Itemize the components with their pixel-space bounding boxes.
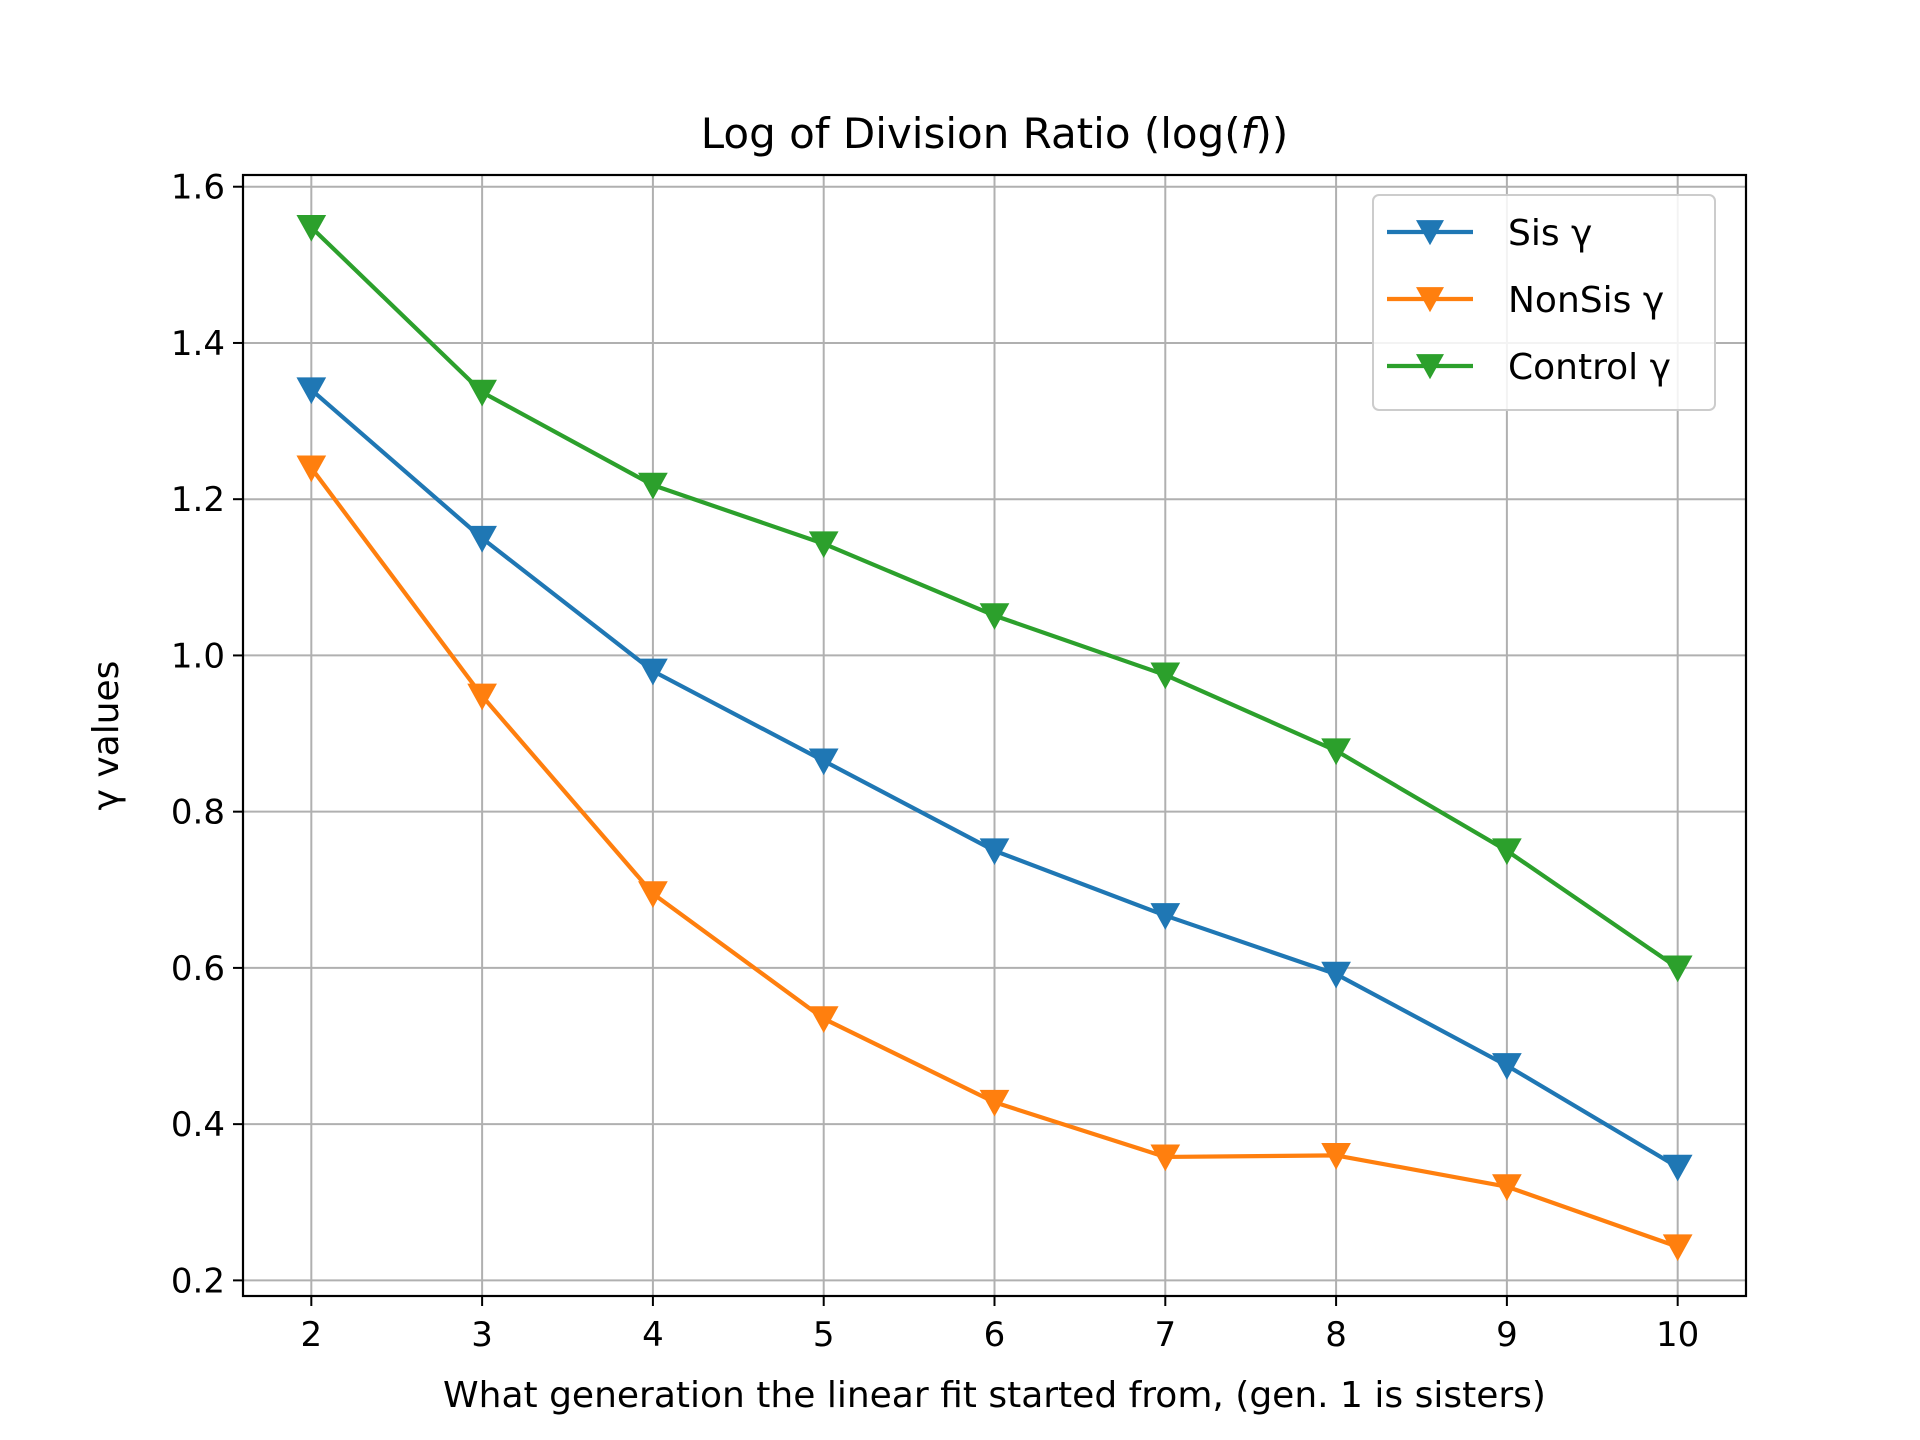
- data-point: [1662, 1234, 1693, 1262]
- chart-title: Log of Division Ratio (log(f)): [701, 109, 1289, 158]
- legend-label: Sis γ: [1508, 213, 1592, 254]
- data-point: [979, 603, 1010, 630]
- chart-title-suffix: )): [1255, 109, 1288, 158]
- data-point: [1492, 1053, 1522, 1080]
- data-point: [979, 838, 1010, 866]
- data-point: [979, 1089, 1010, 1117]
- x-tick-label: 8: [1325, 1315, 1347, 1355]
- y-tick-label: 1.6: [171, 168, 225, 208]
- legend-swatch-marker: [1416, 220, 1444, 246]
- y-tick-label: 0.8: [171, 793, 225, 833]
- data-point: [1492, 1174, 1522, 1201]
- data-point: [808, 748, 839, 776]
- x-tick-label: 6: [984, 1315, 1006, 1355]
- data-point: [296, 214, 327, 242]
- legend-label: Control γ: [1508, 347, 1671, 388]
- series-3: [296, 214, 1693, 983]
- data-point: [638, 472, 668, 500]
- x-tick-label: 2: [300, 1315, 322, 1355]
- y-tick-label: 0.2: [171, 1261, 225, 1301]
- y-axis-label: γ values: [86, 661, 127, 811]
- legend: Sis γ NonSis γ Control γ: [1372, 194, 1716, 411]
- data-point: [467, 525, 497, 553]
- data-point: [296, 455, 327, 483]
- data-point: [1321, 738, 1351, 766]
- x-tick-label: 7: [1154, 1315, 1176, 1355]
- x-tick-label: 3: [471, 1315, 493, 1355]
- x-tick-label: 9: [1496, 1315, 1518, 1355]
- data-point: [1150, 662, 1181, 690]
- series-2: [296, 455, 1693, 1262]
- legend-item: Control γ: [1387, 347, 1671, 388]
- data-point: [1662, 1154, 1693, 1182]
- legend-item: NonSis γ: [1387, 280, 1664, 321]
- legend-swatch-marker: [1416, 287, 1444, 313]
- series-1: [296, 377, 1693, 1182]
- data-point: [1321, 961, 1351, 989]
- tick-layer: 2 3 4 5 6 7 8 9 10 0.2 0.4 0.6 0.8 1.0 1.2 1.4 1.6: [171, 168, 1699, 1355]
- data-point: [1150, 1144, 1181, 1172]
- series-layer: [296, 214, 1693, 1262]
- chart-title-prefix: Log of Division Ratio (log(: [701, 109, 1241, 158]
- data-point: [808, 1006, 839, 1034]
- data-point: [1150, 903, 1181, 930]
- x-tick-label: 5: [813, 1315, 835, 1355]
- data-point: [1321, 1142, 1351, 1170]
- x-tick-label: 4: [642, 1315, 664, 1355]
- legend-label: NonSis γ: [1508, 280, 1664, 321]
- data-point: [1662, 955, 1693, 983]
- data-point: [467, 683, 497, 711]
- data-point: [638, 881, 668, 909]
- data-point: [296, 377, 327, 405]
- y-tick-label: 1.0: [171, 636, 225, 676]
- y-tick-label: 1.4: [171, 324, 225, 364]
- y-tick-label: 1.2: [171, 480, 225, 520]
- x-tick-label: 10: [1656, 1315, 1699, 1355]
- legend-swatch-marker: [1416, 354, 1444, 380]
- data-point: [638, 658, 668, 686]
- y-tick-label: 0.6: [171, 949, 225, 989]
- y-tick-label: 0.4: [171, 1105, 225, 1145]
- data-point: [808, 531, 839, 559]
- x-axis-label: What generation the linear fit started f…: [443, 1375, 1546, 1416]
- legend-item: Sis γ: [1387, 213, 1592, 254]
- legend-box: [1372, 194, 1716, 411]
- data-point: [1492, 838, 1522, 866]
- data-point: [467, 379, 497, 407]
